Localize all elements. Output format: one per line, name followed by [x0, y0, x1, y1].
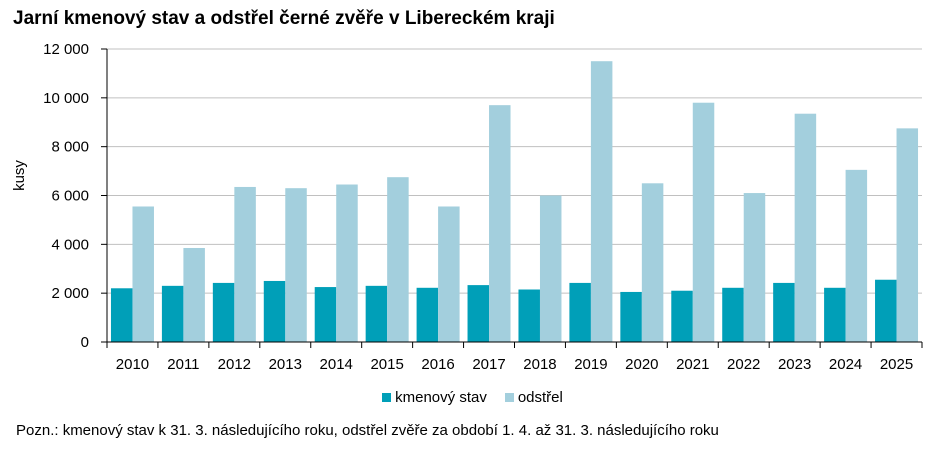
bar-kmenovy-stav-2010: [110, 288, 133, 342]
y-tick-label: 0: [81, 334, 89, 351]
bar-kmenovy-stav-2016: [416, 287, 439, 342]
y-axis-label: kusy: [11, 160, 28, 191]
x-tick-label: 2013: [269, 356, 302, 373]
bar-kmenovy-stav-2024: [824, 287, 846, 342]
legend-label-kmenovy-stav: kmenový stav: [395, 389, 487, 406]
y-tick-label: 12 000: [43, 41, 89, 58]
x-tick-label: 2018: [523, 356, 556, 373]
x-tick-label: 2017: [472, 356, 505, 373]
x-tick-label: 2012: [218, 356, 251, 373]
x-tick-label: 2020: [625, 356, 658, 373]
bar-kmenovy-stav-2021: [671, 290, 693, 342]
legend-swatch-odstrel: [504, 393, 514, 402]
bar-kmenovy-stav-2014: [314, 287, 337, 342]
x-tick-label: 2021: [676, 356, 709, 373]
x-tick-label: 2011: [167, 356, 199, 373]
y-tick-label: 6 000: [51, 188, 89, 205]
bar-odstrel-2011: [183, 247, 205, 342]
bar-kmenovy-stav-2017: [467, 285, 490, 342]
x-tick-label: 2014: [320, 356, 353, 373]
bar-kmenovy-stav-2015: [365, 285, 388, 342]
x-tick-label: 2024: [829, 356, 862, 373]
bar-kmenovy-stav-2025: [875, 279, 897, 342]
legend-label-odstrel: odstřel: [517, 389, 563, 406]
x-tick-label: 2025: [880, 356, 913, 373]
bar-odstrel-2010: [132, 206, 154, 342]
chart-title: Jarní kmenový stav a odstřel černé zvěře…: [13, 8, 555, 29]
legend-item-odstrel: odstřel: [504, 389, 563, 406]
bar-kmenovy-stav-2012: [212, 282, 235, 342]
bar-odstrel-2022: [743, 193, 766, 342]
bar-odstrel-2025: [896, 128, 919, 342]
bar-kmenovy-stav-2013: [263, 280, 286, 342]
bar-odstrel-2014: [336, 184, 358, 342]
bar-kmenovy-stav-2022: [722, 287, 744, 342]
bar-odstrel-2023: [794, 113, 817, 343]
legend-swatch-kmenovy-stav: [382, 393, 392, 402]
y-tick-label: 2 000: [51, 285, 89, 302]
bar-kmenovy-stav-2020: [620, 291, 642, 342]
bar-odstrel-2024: [845, 169, 868, 342]
x-tick-label: 2015: [370, 356, 403, 373]
y-tick-label: 4 000: [51, 236, 89, 253]
bar-odstrel-2021: [692, 102, 715, 342]
bar-odstrel-2020: [641, 183, 664, 342]
chart-legend: kmenový stav odstřel: [0, 389, 945, 406]
y-tick-label: 10 000: [43, 90, 89, 107]
bar-odstrel-2012: [234, 186, 256, 342]
x-tick-label: 2022: [727, 356, 760, 373]
bar-kmenovy-stav-2019: [569, 282, 591, 342]
x-tick-label: 2016: [421, 356, 454, 373]
bar-odstrel-2015: [387, 177, 409, 342]
bar-odstrel-2018: [539, 195, 562, 342]
x-tick-label: 2010: [116, 356, 149, 373]
bar-kmenovy-stav-2011: [161, 285, 184, 342]
y-tick-label: 8 000: [51, 139, 89, 156]
bar-chart: 0 2 000 4 000 6 000 8 000 10 000 12 000 kusy 201…: [11, 41, 923, 373]
legend-item-kmenovy-stav: kmenový stav: [382, 389, 487, 406]
bar-kmenovy-stav-2018: [518, 289, 540, 342]
bar-kmenovy-stav-2023: [773, 282, 795, 342]
chart-footnote: Pozn.: kmenový stav k 31. 3. následující…: [16, 422, 719, 439]
x-tick-label: 2019: [574, 356, 607, 373]
x-tick-label: 2023: [778, 356, 811, 373]
bar-odstrel-2013: [285, 188, 307, 342]
bar-odstrel-2019: [590, 61, 613, 342]
bar-odstrel-2016: [438, 206, 460, 342]
bar-odstrel-2017: [489, 105, 511, 343]
